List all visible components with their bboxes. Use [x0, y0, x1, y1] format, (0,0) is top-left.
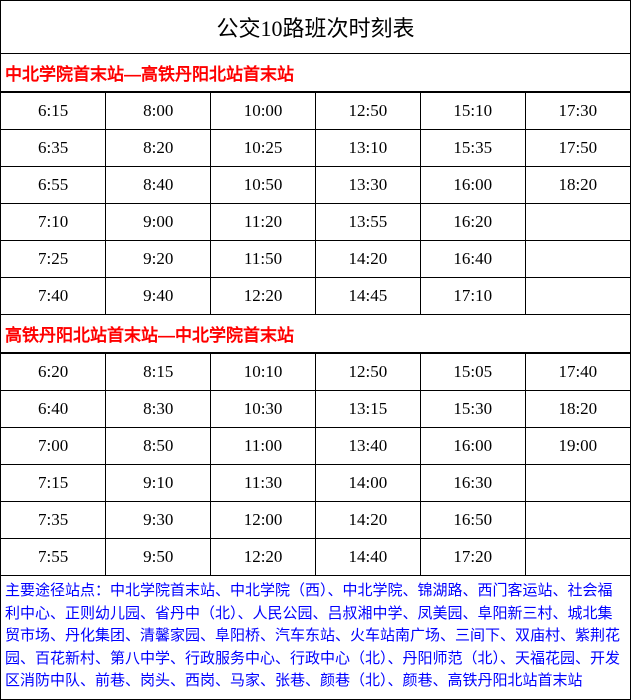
table-row: 6:558:4010:5013:3016:0018:20 — [1, 167, 630, 204]
table-row: 7:008:5011:0013:4016:0019:00 — [1, 428, 630, 465]
time-cell: 16:30 — [420, 465, 525, 502]
time-cell: 8:30 — [106, 391, 211, 428]
time-cell: 9:40 — [106, 278, 211, 315]
time-cell: 16:00 — [420, 167, 525, 204]
time-cell: 17:20 — [420, 539, 525, 576]
direction-2-section: 6:208:1510:1012:5015:0517:406:408:3010:3… — [1, 353, 630, 576]
direction-1-section: 6:158:0010:0012:5015:1017:306:358:2010:2… — [1, 92, 630, 315]
table-row: 7:409:4012:2014:4517:10 — [1, 278, 630, 315]
time-cell: 12:20 — [211, 539, 316, 576]
time-cell: 6:20 — [1, 354, 106, 391]
time-cell: 6:40 — [1, 391, 106, 428]
time-cell: 6:15 — [1, 93, 106, 130]
table-row: 6:208:1510:1012:5015:0517:40 — [1, 354, 630, 391]
page-title: 公交10路班次时刻表 — [1, 1, 630, 54]
time-cell: 8:20 — [106, 130, 211, 167]
table-row: 7:359:3012:0014:2016:50 — [1, 502, 630, 539]
time-cell — [525, 204, 630, 241]
time-cell — [525, 465, 630, 502]
time-cell: 17:30 — [525, 93, 630, 130]
time-cell: 13:30 — [315, 167, 420, 204]
direction-2-header: 高铁丹阳北站首末站—中北学院首末站 — [1, 315, 630, 353]
time-cell: 9:20 — [106, 241, 211, 278]
time-cell: 10:30 — [211, 391, 316, 428]
time-cell — [525, 278, 630, 315]
table-row: 6:358:2010:2513:1015:3517:50 — [1, 130, 630, 167]
time-cell: 8:40 — [106, 167, 211, 204]
time-cell: 15:10 — [420, 93, 525, 130]
time-cell: 7:55 — [1, 539, 106, 576]
time-cell: 17:10 — [420, 278, 525, 315]
time-cell: 9:30 — [106, 502, 211, 539]
time-cell: 10:25 — [211, 130, 316, 167]
timetable-2: 6:208:1510:1012:5015:0517:406:408:3010:3… — [1, 353, 630, 575]
time-cell: 11:00 — [211, 428, 316, 465]
table-row: 7:259:2011:5014:2016:40 — [1, 241, 630, 278]
time-cell: 8:00 — [106, 93, 211, 130]
table-row: 6:158:0010:0012:5015:1017:30 — [1, 93, 630, 130]
time-cell: 17:40 — [525, 354, 630, 391]
timetable-1: 6:158:0010:0012:5015:1017:306:358:2010:2… — [1, 92, 630, 314]
time-cell: 13:10 — [315, 130, 420, 167]
time-cell: 13:15 — [315, 391, 420, 428]
time-cell: 18:20 — [525, 391, 630, 428]
time-cell: 10:00 — [211, 93, 316, 130]
table-row: 7:109:0011:2013:5516:20 — [1, 204, 630, 241]
time-cell: 12:50 — [315, 354, 420, 391]
time-cell — [525, 502, 630, 539]
time-cell — [525, 539, 630, 576]
time-cell: 14:20 — [315, 502, 420, 539]
time-cell: 18:20 — [525, 167, 630, 204]
time-cell: 10:50 — [211, 167, 316, 204]
time-cell: 13:55 — [315, 204, 420, 241]
time-cell: 11:20 — [211, 204, 316, 241]
table-row: 7:159:1011:3014:0016:30 — [1, 465, 630, 502]
time-cell: 14:45 — [315, 278, 420, 315]
time-cell: 7:40 — [1, 278, 106, 315]
time-cell: 9:50 — [106, 539, 211, 576]
time-cell: 16:20 — [420, 204, 525, 241]
time-cell: 7:00 — [1, 428, 106, 465]
time-cell: 9:00 — [106, 204, 211, 241]
time-cell: 12:00 — [211, 502, 316, 539]
direction-1-header: 中北学院首末站—高铁丹阳北站首末站 — [1, 54, 630, 92]
time-cell: 17:50 — [525, 130, 630, 167]
time-cell: 11:30 — [211, 465, 316, 502]
time-cell: 15:35 — [420, 130, 525, 167]
time-cell: 7:25 — [1, 241, 106, 278]
time-cell: 7:10 — [1, 204, 106, 241]
time-cell: 7:35 — [1, 502, 106, 539]
time-cell: 10:10 — [211, 354, 316, 391]
time-cell: 11:50 — [211, 241, 316, 278]
time-cell: 14:40 — [315, 539, 420, 576]
time-cell: 12:20 — [211, 278, 316, 315]
time-cell: 14:20 — [315, 241, 420, 278]
time-cell: 14:00 — [315, 465, 420, 502]
time-cell: 15:05 — [420, 354, 525, 391]
time-cell: 13:40 — [315, 428, 420, 465]
time-cell: 16:40 — [420, 241, 525, 278]
time-cell: 8:50 — [106, 428, 211, 465]
time-cell: 16:50 — [420, 502, 525, 539]
time-cell: 16:00 — [420, 428, 525, 465]
table-row: 6:408:3010:3013:1515:3018:20 — [1, 391, 630, 428]
time-cell: 12:50 — [315, 93, 420, 130]
time-cell: 6:55 — [1, 167, 106, 204]
time-cell: 19:00 — [525, 428, 630, 465]
time-cell: 15:30 — [420, 391, 525, 428]
table-row: 7:559:5012:2014:4017:20 — [1, 539, 630, 576]
timetable-container: 公交10路班次时刻表 中北学院首末站—高铁丹阳北站首末站 6:158:0010:… — [0, 0, 631, 700]
time-cell — [525, 241, 630, 278]
time-cell: 6:35 — [1, 130, 106, 167]
time-cell: 8:15 — [106, 354, 211, 391]
time-cell: 7:15 — [1, 465, 106, 502]
time-cell: 9:10 — [106, 465, 211, 502]
stops-section: 主要途径站点：中北学院首末站、中北学院（西）、中北学院、锦湖路、西门客运站、社会… — [1, 576, 630, 699]
stops-label: 主要途径站点： — [5, 583, 110, 599]
